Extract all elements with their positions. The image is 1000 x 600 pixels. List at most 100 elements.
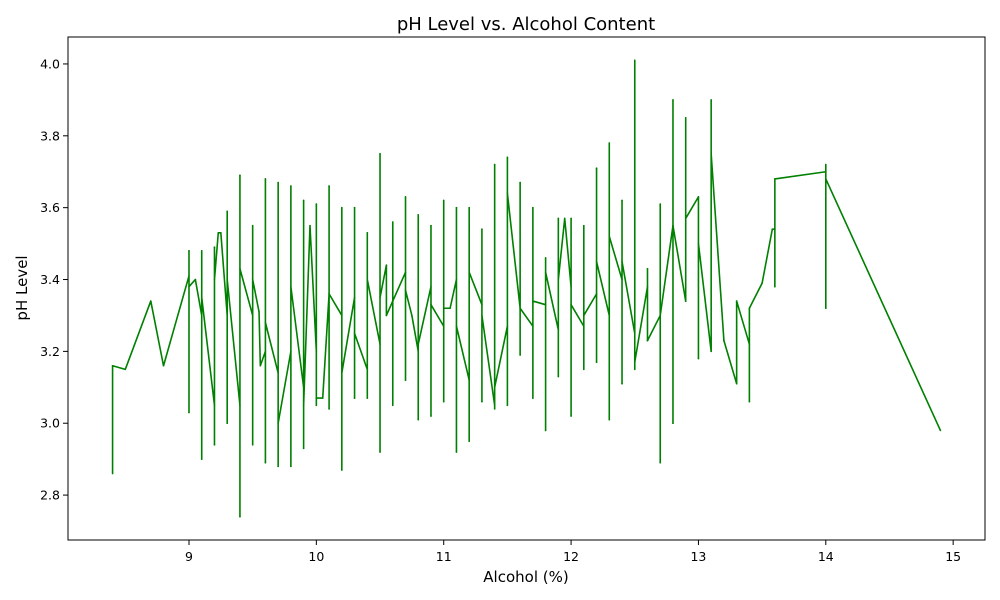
data-point <box>226 314 229 317</box>
data-point <box>251 278 254 281</box>
data-point <box>111 472 114 475</box>
data-point <box>239 404 241 407</box>
data-point <box>226 422 229 425</box>
x-tick-label: 9 <box>185 549 193 564</box>
data-point <box>391 300 394 302</box>
data-point <box>563 217 566 220</box>
data-point <box>226 278 229 281</box>
data-point <box>748 343 751 345</box>
data-point <box>290 285 292 288</box>
data-point <box>697 242 700 245</box>
data-point <box>595 260 598 263</box>
data-point <box>290 350 292 353</box>
data-point <box>302 199 305 202</box>
y-axis-ticks: 2.8 3.0 3.2 3.4 3.6 3.8 4.0 <box>40 56 68 503</box>
data-point <box>417 350 420 353</box>
data-point <box>417 343 420 345</box>
y-tick-label: 2.8 <box>40 488 60 503</box>
data-point <box>761 282 763 284</box>
data-point <box>672 99 674 101</box>
data-point <box>264 461 267 464</box>
data-point <box>697 357 700 360</box>
data-point <box>684 300 687 302</box>
x-tick-label: 10 <box>308 549 324 564</box>
data-point <box>290 185 292 187</box>
data-point <box>570 415 572 417</box>
data-point <box>493 404 496 407</box>
data-point <box>455 325 458 328</box>
data-point <box>659 203 662 205</box>
data-point <box>672 422 674 425</box>
data-point <box>621 199 623 202</box>
data-point <box>217 232 220 234</box>
y-tick-label: 4.0 <box>40 56 60 71</box>
data-point <box>302 447 305 450</box>
data-point <box>341 469 343 471</box>
data-point <box>583 224 585 227</box>
data-point <box>595 293 598 295</box>
data-point <box>595 361 598 363</box>
data-point <box>290 465 292 468</box>
data-point <box>315 404 318 407</box>
data-point <box>455 278 458 281</box>
data-point <box>824 178 827 180</box>
data-point <box>328 293 330 295</box>
data-point <box>506 404 509 407</box>
data-point <box>532 206 534 209</box>
data-point <box>277 372 279 374</box>
data-point <box>251 224 254 227</box>
x-tick-label: 14 <box>818 549 834 564</box>
data-point <box>124 368 127 371</box>
data-point <box>442 325 445 328</box>
data-point <box>544 303 547 306</box>
data-point <box>621 278 623 281</box>
data-point <box>532 325 534 328</box>
data-point <box>366 278 369 281</box>
data-point <box>697 196 700 198</box>
data-point <box>723 339 725 342</box>
data-point <box>774 178 776 180</box>
data-point <box>570 303 572 306</box>
data-point <box>194 278 197 281</box>
data-point <box>379 152 381 155</box>
data-point <box>111 364 114 367</box>
data-point <box>391 221 394 223</box>
data-point <box>633 332 636 335</box>
data-point <box>277 181 279 184</box>
data-point <box>302 386 305 389</box>
data-point <box>366 232 369 234</box>
data-point <box>557 375 560 378</box>
data-point <box>468 440 470 442</box>
data-point <box>404 271 407 274</box>
data-point <box>570 217 572 220</box>
data-point <box>277 465 279 468</box>
data-point <box>404 289 407 292</box>
data-point <box>684 117 687 119</box>
data-point <box>608 235 611 238</box>
data-point <box>595 167 598 169</box>
data-point <box>710 152 712 155</box>
data-point <box>621 260 623 263</box>
data-point <box>341 206 343 209</box>
data-point <box>493 386 496 389</box>
data-point <box>220 232 222 234</box>
data-point <box>302 404 305 407</box>
data-point <box>385 264 388 266</box>
x-tick-label: 11 <box>436 549 452 564</box>
data-point <box>481 400 483 403</box>
data-point <box>633 361 636 363</box>
data-point <box>557 217 560 220</box>
data-point <box>748 400 751 403</box>
data-point <box>341 314 343 317</box>
data-point <box>493 163 496 166</box>
x-axis-ticks: 9 10 11 12 13 14 15 <box>185 540 961 564</box>
data-point <box>379 296 381 299</box>
data-point <box>532 300 534 302</box>
data-point <box>583 325 585 328</box>
data-point <box>341 372 343 374</box>
data-point <box>430 303 432 306</box>
data-point <box>646 285 649 288</box>
data-point <box>684 217 687 220</box>
plot-area-frame <box>67 36 986 541</box>
data-point <box>710 350 712 353</box>
